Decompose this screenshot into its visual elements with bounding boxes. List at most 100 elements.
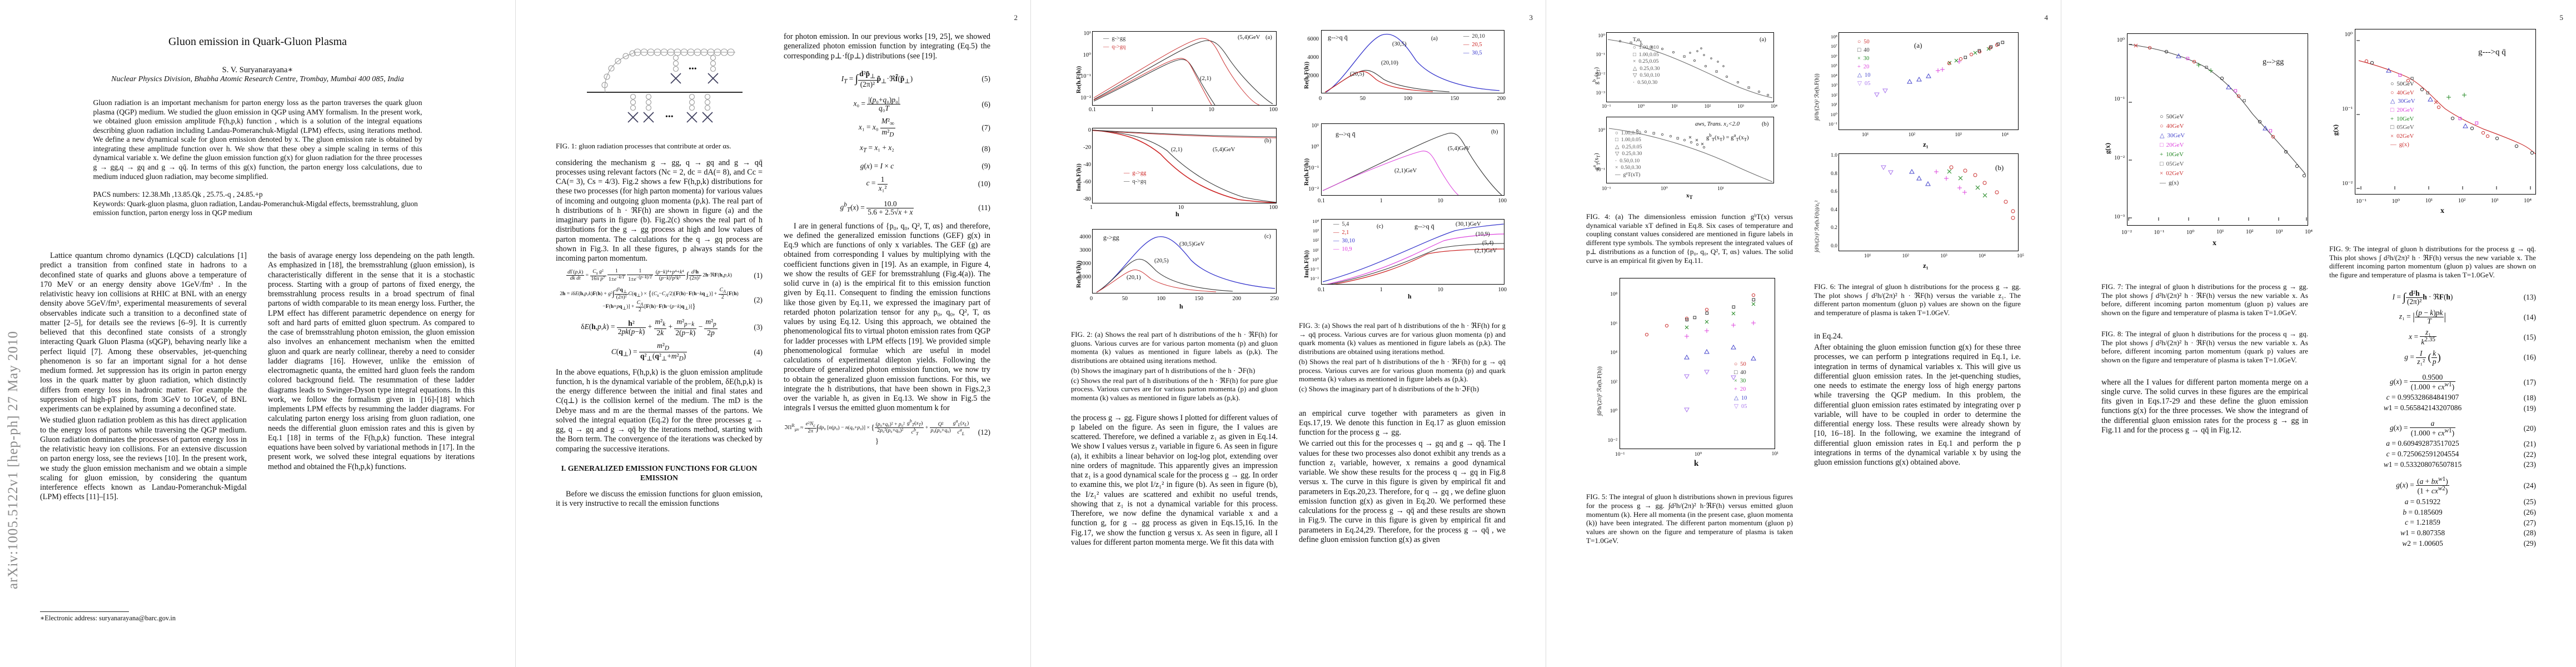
legend-label: 02GeV xyxy=(2396,132,2414,140)
legend-label: 20,10 xyxy=(1472,33,1485,39)
annotation: (5,4)GeV xyxy=(1238,34,1260,41)
legend-line-icon: — xyxy=(1333,221,1339,227)
legend-triangle-icon: △ xyxy=(1857,72,1862,79)
legend-label: 20 xyxy=(1863,64,1870,71)
axis-tick: 10² xyxy=(1704,103,1711,109)
legend-line-icon: — xyxy=(1124,170,1130,176)
axis-tick: 10¹ xyxy=(1862,132,1869,138)
legend-circle-icon: ○ xyxy=(1734,361,1738,368)
axis-tick: 10⁻² xyxy=(1080,94,1091,101)
axis-tick: 6000 xyxy=(1307,36,1319,42)
figure-9: g(x) 10⁰ 10⁻¹ 10⁻² ○ 50GeV ○ 40GeV △ 30Ge xyxy=(2329,24,2536,237)
legend-label: g->gg xyxy=(1132,170,1147,176)
equation-body: c = 1 x₁² xyxy=(866,175,888,192)
equation-14: z₁ = | (p − k)pk T | (14) xyxy=(2329,308,2536,325)
footnote-rule xyxy=(40,611,129,612)
equation-body: δE(h,p,k) = h² 2pk(p−k) + m²k 2k + m²p−k 2(… xyxy=(581,317,718,337)
paragraph: for photon emission. In our previous wor… xyxy=(784,32,990,61)
axis-tick: 10⁴ xyxy=(1312,218,1319,224)
equation-body: g(x) = 0.9500 (1.000 + cxw1) xyxy=(2389,372,2456,391)
equation-17: g(x) = 0.9500 (1.000 + cxw1) (17) xyxy=(2329,372,2536,391)
annotation: (30,5)GeV xyxy=(1179,241,1205,247)
legend-entry: ○ 40GeV xyxy=(2160,122,2185,131)
equation-20: g(x) = a (1.000 + cxw1) (20) xyxy=(2329,419,2536,437)
y-axis-label: ∫d²h/(2π)² ℛe(h.F(h))/z₁² xyxy=(1815,200,1820,252)
annotation: aws, Trans. x₂<2.0 xyxy=(1695,121,1740,127)
legend-entry: □ 1.00,0.05 xyxy=(1633,52,1660,58)
legend-label: 1.00,0.10 xyxy=(1638,44,1659,51)
scattering-cross-icons-bottom xyxy=(627,112,713,123)
caption-part-a: FIG. 3: (a) Shows the real part of h dis… xyxy=(1299,321,1506,356)
annotation: (2,1)GeV xyxy=(1394,168,1417,174)
x-axis-ticks: 0.1 1 10 100 xyxy=(1089,107,1278,113)
legend-label: 05 xyxy=(1741,403,1747,410)
legend-line-icon: — xyxy=(1463,42,1469,48)
paragraph: I are in general functions of {p₀, q₀, Q… xyxy=(784,221,990,413)
legend: ○ 50 □ 40 × 30 +20 △ 10 ▽ 05 xyxy=(1857,38,1870,88)
curve-20-1 xyxy=(1096,269,1217,293)
legend-entry: □ 40 xyxy=(1734,369,1747,377)
axis-tick: 0 xyxy=(1088,127,1091,133)
figure-7: g(x) 10⁰ 10⁻¹ 10⁻² 10⁻³ ○ 50GeV ○ 40GeV △ 30Ge… xyxy=(2101,29,2313,273)
curve-21-g-to-gg xyxy=(1093,130,1276,203)
legend-entry: × 02GeV xyxy=(2390,132,2415,141)
legend: ○ 50GeV ○ 40GeV △ 30GeV □ 20GeV +10GeV □ 05Ge… xyxy=(2160,112,2185,188)
page-1: arXiv:1005.5122v1 [hep-ph] 27 May 2010 G… xyxy=(0,0,515,667)
series-50 xyxy=(1645,293,1756,337)
equation-18: c = 0.995328684841907 (18) xyxy=(2329,393,2536,402)
equation-body: c = 0.725062591204554 xyxy=(2386,450,2459,459)
legend-circle-icon: ○ xyxy=(1615,130,1618,136)
figure-2-caption: FIG. 2: (a) Shows the real part of h dis… xyxy=(1071,330,1278,402)
axis-tick: 50 xyxy=(1122,296,1128,302)
equation-10: c = 1 x₁² (10) xyxy=(784,176,990,192)
axis-tick: 10⁻¹ xyxy=(1308,165,1319,171)
equation-number: (24) xyxy=(2523,481,2536,490)
series-30 xyxy=(1947,169,1987,198)
equation-number: (27) xyxy=(2523,518,2536,527)
paper-title: Gluon emission in Quark-Gluon Plasma xyxy=(168,36,347,48)
equation-6: x₀ = |(p₀+q₀)p₀| q₀T (6) xyxy=(784,96,990,112)
annotation: (5,4)GeV xyxy=(1448,146,1471,152)
axis-tick: 10¹ xyxy=(1771,451,1778,457)
legend-label: 40 xyxy=(1740,370,1746,376)
legend-line-icon: — xyxy=(1124,178,1130,185)
legend-cross-icon: × xyxy=(1857,56,1861,62)
axis-tick: 10¹ xyxy=(1312,247,1319,253)
axis-tick: 0.6 xyxy=(1831,189,1837,195)
paragraph: an empirical curve together with paramet… xyxy=(1299,409,1506,437)
equation-number: (20) xyxy=(2523,424,2536,432)
axis-tick: 10⁰ xyxy=(1312,256,1319,262)
equation-1: dΓ(p,k) dk dt = Cs g² 16π p⁷ 1 1±e−k/T 1 1±e… xyxy=(556,268,763,282)
y-axis-ticks: 10⁰ 10⁻¹ 10⁻² xyxy=(2337,32,2353,187)
axis-tick: 10 xyxy=(1437,198,1443,204)
paragraph: After obtaining the gluon emission funct… xyxy=(1814,343,2021,467)
figure-6-caption: FIG. 6: The integral of gluon h distribu… xyxy=(1814,282,2021,317)
equation-body: w1 = 0.565842143207086 xyxy=(2383,404,2462,412)
x-axis-ticks: 10⁻² 10⁻¹ 10⁰ 10¹ 10² 10³ 10⁴ xyxy=(2121,229,2313,236)
equation-26: b = 0.185609 (26) xyxy=(2329,508,2536,517)
equation-2: 2h = iδE(h,p,k)F(h) + g²∫ d²q⊥ (2π)² C(q⊥) … xyxy=(556,287,763,313)
curve-g-to-gg-54 xyxy=(1093,40,1273,104)
caption-part-c: (c) Shows the imaginary part of h distri… xyxy=(1299,384,1479,393)
axis-tick: -20 xyxy=(1083,144,1091,151)
legend-entry: × 30 xyxy=(1857,54,1870,63)
page5-left-column: g(x) 10⁰ 10⁻¹ 10⁻² 10⁻³ ○ 50GeV ○ 40GeV △ 30Ge… xyxy=(2101,29,2313,437)
axis-tick: 100 xyxy=(1269,107,1278,113)
points-05GeV xyxy=(2410,77,2429,94)
legend-square-icon: □ xyxy=(2160,142,2164,149)
page-number: 2 xyxy=(1014,13,1018,22)
equation-body: IT = ∫ d²p̃⊥ (2π)² p̃⊥·ℜf̃(p̃⊥) xyxy=(841,69,913,89)
subplot-tag: (a) xyxy=(1265,34,1272,41)
legend-entry: ○ 50GeV xyxy=(2390,80,2415,89)
legend-line-icon: — xyxy=(1103,44,1109,51)
footnote-block: ∗Electronic address: suryanarayana@barc.… xyxy=(40,611,247,623)
legend-entry: △ 30GeV xyxy=(2160,131,2185,141)
equation-body: w1 = 0.807358 xyxy=(2400,529,2445,537)
page1-left-column: Lattice quantum chromo dynamics (LQCD) c… xyxy=(40,251,247,504)
subplot-tag: (c) xyxy=(1377,223,1383,230)
plot-area xyxy=(1606,32,1774,102)
legend-circle-icon: ○ xyxy=(1857,39,1861,45)
equation-15: x = z₁ k2.35 (15) xyxy=(2329,328,2536,346)
legend-label: 30 xyxy=(1863,56,1870,62)
